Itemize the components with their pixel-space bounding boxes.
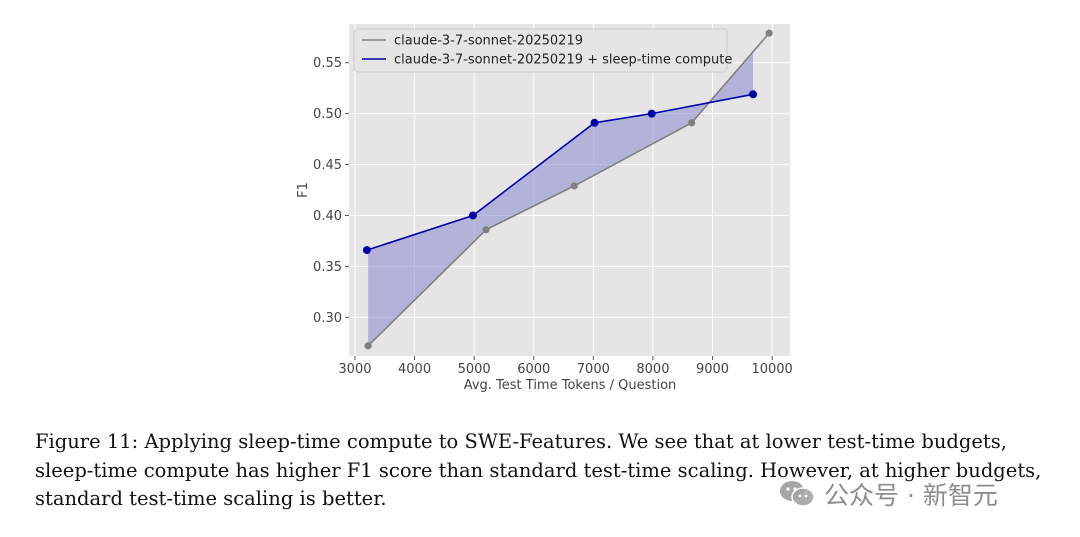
chart: 3000 4000 5000 6000 7000 8000 9000 10000 0.30 0.3… [296, 24, 793, 393]
figure-caption: Figure 11: Applying sleep-time compute t… [35, 430, 1042, 510]
series-1-point-0 [364, 342, 372, 350]
series-points [362, 29, 773, 350]
legend: claude-3-7-sonnet-20250219 claude-3-7-so… [353, 28, 732, 73]
series-2-point-4 [749, 90, 758, 99]
watermark-text: 公众号 · 新智元 [824, 481, 998, 510]
wechat-icon [778, 478, 816, 510]
tick-labels: 3000 4000 5000 6000 7000 8000 9000 10000 0.30 0.3… [313, 56, 793, 377]
series-1-point-1 [482, 226, 490, 234]
y-tick-label-0: 0.30 [313, 311, 342, 326]
x-axis-label: Avg. Test Time Tokens / Question [464, 378, 677, 393]
series-2-point-0 [362, 246, 371, 255]
x-tick-label-4: 7000 [577, 362, 610, 377]
series-2-point-3 [647, 109, 656, 118]
legend-label-series-1: claude-3-7-sonnet-20250219 [394, 34, 583, 49]
series-2-point-2 [590, 118, 599, 127]
y-tick-label-2: 0.40 [313, 209, 342, 224]
series-1-point-2 [570, 182, 578, 190]
y-axis-label: F1 [296, 182, 311, 198]
series-2-point-1 [468, 211, 477, 220]
fill-between [368, 51, 754, 346]
chart-svg: 3000 4000 5000 6000 7000 8000 9000 10000 0.30 0.3… [296, 24, 793, 393]
x-tick-label-6: 9000 [696, 362, 729, 377]
x-tick-label-1: 4000 [398, 362, 431, 377]
legend-label-series-2: claude-3-7-sonnet-20250219 + sleep-time … [394, 53, 732, 68]
x-tick-label-5: 8000 [636, 362, 669, 377]
x-tick-label-7: 10000 [751, 362, 792, 377]
y-tick-label-5: 0.55 [313, 56, 342, 71]
legend-box [353, 28, 728, 73]
x-tick-label-0: 3000 [338, 362, 371, 377]
series-1-point-4 [765, 29, 773, 37]
y-tick-label-4: 0.50 [313, 107, 342, 122]
plot-area [349, 24, 790, 356]
fill-between-area [368, 51, 754, 346]
y-tick-label-3: 0.45 [313, 158, 342, 173]
x-tick-label-2: 5000 [458, 362, 491, 377]
series-1-point-3 [688, 119, 696, 127]
y-tick-label-1: 0.35 [313, 260, 342, 275]
x-tick-label-3: 6000 [517, 362, 550, 377]
watermark: 公众号 · 新智元 [778, 478, 998, 510]
